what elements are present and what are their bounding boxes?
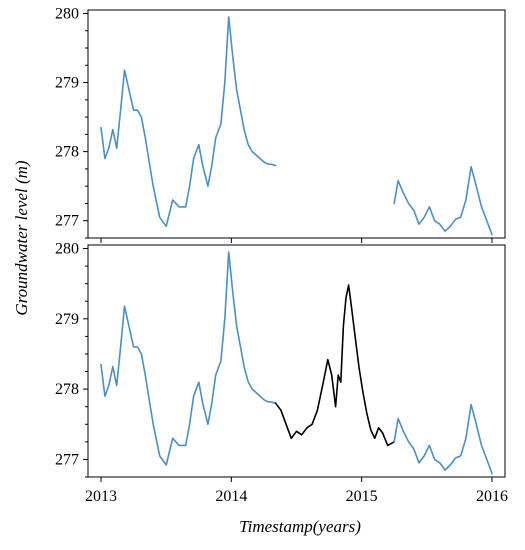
y-tick-label: 280 <box>55 241 79 258</box>
observed-series-line <box>100 251 277 466</box>
y-tick-label: 277 <box>55 213 79 230</box>
y-tick-label: 278 <box>55 381 79 398</box>
y-axis-title: Groundwater level (m) <box>12 160 31 316</box>
bottom-panel: 277 278 279 280 2013 2014 2015 2016 <box>55 241 508 505</box>
top-panel: 277 278 279 280 <box>55 5 506 243</box>
observed-series-line <box>100 16 277 228</box>
plot-frame <box>87 9 506 239</box>
x-tick-label: 2015 <box>346 488 378 505</box>
x-tick-label: 2014 <box>215 488 247 505</box>
x-tick-label: 2016 <box>476 488 508 505</box>
x-axis-title: Timestamp(years) <box>239 517 361 536</box>
y-tick-label: 277 <box>55 451 79 468</box>
x-tick-label: 2013 <box>85 488 117 505</box>
imputed-series-line <box>274 284 396 447</box>
observed-series-line <box>393 403 493 475</box>
y-tick-label: 279 <box>55 311 79 328</box>
y-tick-label: 279 <box>55 75 79 92</box>
observed-series-line <box>393 166 493 236</box>
y-tick-label: 280 <box>55 5 79 22</box>
y-tick-label: 278 <box>55 144 79 161</box>
plot-frame <box>87 244 506 478</box>
